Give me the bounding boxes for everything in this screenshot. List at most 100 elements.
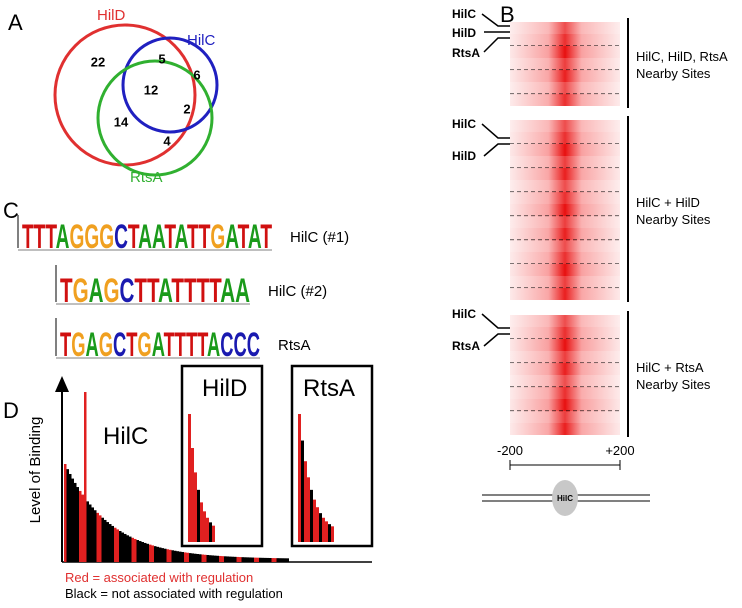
bar [126, 535, 129, 562]
bar [201, 554, 204, 562]
bar [209, 555, 212, 562]
heat-row [510, 228, 620, 240]
bar [119, 531, 122, 562]
venn-count: 4 [163, 133, 171, 148]
legend: Black = not associated with regulation [65, 586, 283, 601]
bar [298, 414, 301, 542]
bar [266, 557, 269, 562]
bar [71, 478, 74, 562]
heat-row [510, 180, 620, 192]
bar [74, 482, 77, 562]
logo-sequence: TGAGCTTATTTTAA [60, 272, 250, 310]
bar [176, 551, 179, 562]
bar [156, 546, 159, 562]
bar [99, 515, 102, 562]
row-label: HilD [452, 26, 476, 40]
bar [269, 558, 272, 562]
bar [124, 533, 127, 562]
bar [136, 540, 139, 562]
bar [64, 464, 67, 562]
heat-row [510, 22, 620, 34]
bar [236, 556, 239, 562]
heat-row [510, 411, 620, 423]
logo-sequence: TGAGCTGATTTTACCC [60, 326, 260, 364]
heat-row [510, 58, 620, 70]
row-label: RtsA [452, 339, 480, 353]
bar [141, 542, 144, 562]
bar [184, 552, 187, 562]
venn-count: 14 [114, 114, 129, 129]
row-label: HilC [452, 117, 476, 131]
bar [256, 557, 259, 562]
venn-label: HilC [187, 32, 215, 49]
bar [199, 554, 202, 562]
row-label: RtsA [452, 46, 480, 60]
bar [94, 510, 97, 562]
venn-count: 2 [183, 101, 190, 116]
bar [101, 517, 104, 562]
heat-row [510, 82, 620, 94]
bar [322, 517, 325, 542]
bar [131, 537, 134, 562]
heat-row [510, 46, 620, 58]
bar [206, 517, 209, 542]
bar [129, 536, 132, 562]
bar [194, 472, 197, 542]
bar [211, 555, 214, 562]
bar [264, 557, 267, 562]
heat-row [510, 276, 620, 288]
bar [286, 558, 289, 562]
heat-row [510, 387, 620, 399]
connector [481, 313, 510, 347]
row-label: HilC [452, 7, 476, 21]
bar [89, 504, 92, 562]
bar [206, 554, 209, 562]
bar [203, 511, 206, 542]
bar [121, 532, 124, 562]
heat-row [510, 34, 620, 46]
bar [274, 558, 277, 562]
connector [481, 123, 510, 157]
bar [164, 548, 167, 562]
panel-label: A [8, 10, 23, 35]
bar [219, 555, 222, 562]
heat-row [510, 240, 620, 252]
group-label: Nearby Sites [636, 66, 711, 81]
bar [259, 557, 262, 562]
protein [552, 480, 578, 516]
bar [171, 550, 174, 562]
bar [189, 553, 192, 562]
bar [154, 546, 157, 562]
main-label: HilC [103, 423, 148, 450]
venn-count: 22 [91, 54, 105, 69]
heat-row [510, 94, 620, 106]
heat-row [510, 339, 620, 351]
bar [325, 521, 328, 542]
panel-label: C [3, 198, 19, 223]
bar [66, 469, 69, 562]
bar [231, 556, 234, 562]
bar [216, 555, 219, 562]
bar [169, 549, 172, 562]
venn-circle [121, 36, 219, 134]
bar [281, 558, 284, 562]
bar [246, 557, 249, 562]
bar [151, 545, 154, 562]
bar [186, 552, 189, 562]
bar [96, 512, 99, 562]
heat-row [510, 252, 620, 264]
venn-count: 6 [193, 67, 200, 82]
venn-label: RtsA [130, 169, 163, 186]
bar [301, 440, 304, 542]
heat-row [510, 315, 620, 327]
bar [239, 557, 242, 562]
group-label: HilC, HilD, RtsA [636, 49, 728, 64]
bar [316, 507, 319, 542]
bar [200, 502, 203, 542]
bar [79, 490, 82, 562]
bar [159, 547, 162, 562]
bar [229, 556, 232, 562]
bar [331, 526, 334, 542]
bar [116, 529, 119, 562]
arrow [55, 376, 69, 392]
